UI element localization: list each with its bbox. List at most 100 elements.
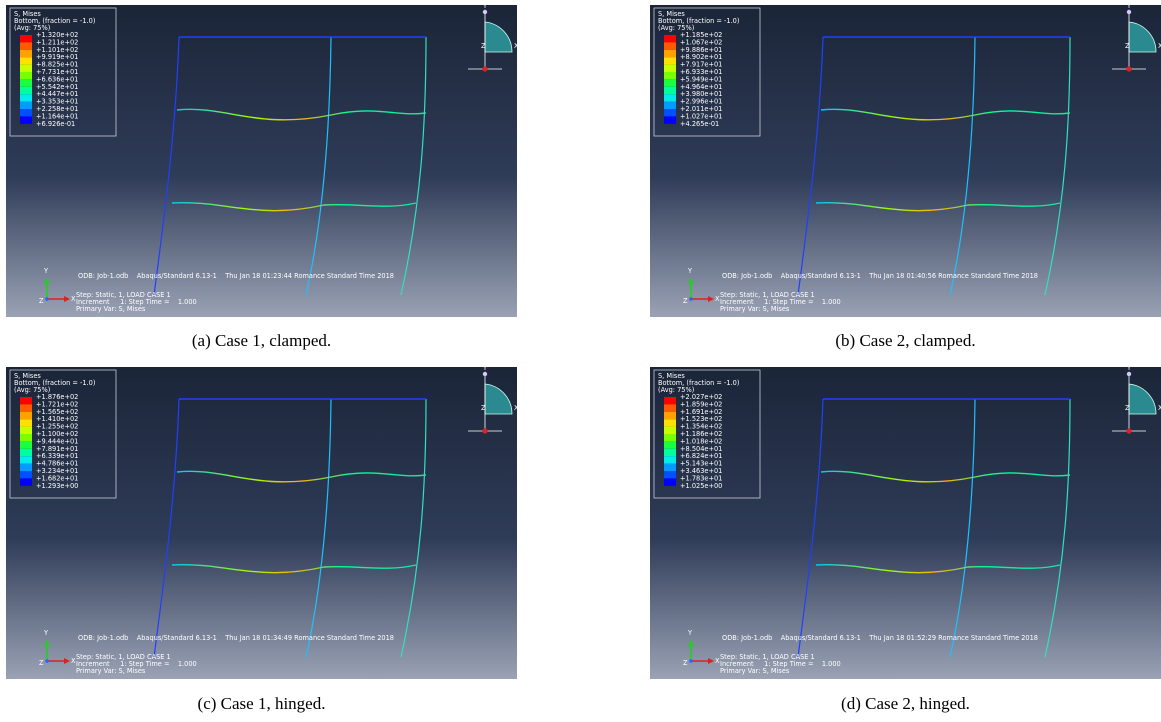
legend-swatch [664,404,676,412]
abaqus-viewport: S, Mises Bottom, (fraction = -1.0) (Avg: 7… [650,5,1161,317]
step-info: Step: Static, 1, LOAD CASE 1 [720,653,815,661]
legend-swatch [664,79,676,87]
legend-swatch [664,72,676,80]
legend-swatch [20,426,32,434]
floor-beam [171,201,417,212]
legend-swatch [20,35,32,43]
view-cube [1128,383,1157,415]
legend-section: Bottom, (fraction = -1.0) [14,17,95,25]
background [650,367,1161,679]
legend-value: +7.731e+01 [36,68,78,76]
legend-swatch [20,471,32,479]
triad-x-head [64,296,70,302]
triad-y-head [44,640,50,646]
legend-value: +9.919e+01 [36,53,78,61]
legend-title: S, Mises [658,10,685,18]
view-cube [484,383,513,415]
legend-section: Bottom, (fraction = -1.0) [658,379,739,387]
triad-y-head [688,278,694,284]
legend-value: +1.410e+02 [36,415,78,423]
legend-swatch [664,471,676,479]
axis-label: Y [482,5,488,10]
legend-swatch [664,94,676,102]
legend-swatch [20,419,32,427]
background [6,367,517,679]
subfigure-caption: (b) Case 2, clamped. [835,331,976,350]
legend-box [9,7,117,137]
legend-value: +2.258e+01 [36,105,78,113]
column [797,398,824,658]
floor-beam [815,563,1061,574]
floor-beam [171,563,417,574]
axis-label: Y [1126,367,1132,372]
legend-value: +9.886e+01 [680,46,722,54]
legend-value: +5.143e+01 [680,460,722,468]
legend-avg: (Avg: 75%) [14,24,50,32]
increment-info: Increment 1: Step Time = 1.000 [720,298,841,306]
view-origin [482,428,488,434]
column [1044,36,1071,296]
legend-value: +9.444e+01 [36,437,78,445]
legend-value: +1.721e+02 [36,400,78,408]
axis-label: X [715,657,720,665]
legend-value: +3.463e+01 [680,467,722,475]
legend-value: +1.067e+02 [680,38,722,46]
axis-label: Z [481,404,486,412]
odb-info: ODB: Job-1.odb Abaqus/Standard 6.13-1 Th… [722,634,1038,642]
axis-label: Y [43,267,49,275]
legend-swatch [664,42,676,50]
primary-var: Primary Var: S, Mises [76,667,146,675]
legend-swatch [20,463,32,471]
triad-origin [689,297,693,301]
legend-value: +7.917e+01 [680,61,722,69]
legend-value: +4.265e-01 [680,120,719,128]
legend-swatch [664,101,676,109]
legend-swatch [20,441,32,449]
floor-beam [820,470,1071,483]
legend-value: +1.255e+02 [36,423,78,431]
column [153,36,180,296]
increment-info: Increment 1: Step Time = 1.000 [76,298,197,306]
legend-value: +8.504e+01 [680,445,722,453]
legend-value: +1.691e+02 [680,408,722,416]
legend-value: +6.339e+01 [36,452,78,460]
legend-value: +5.542e+01 [36,83,78,91]
legend-swatch [664,109,676,117]
legend-value: +1.876e+02 [36,393,78,401]
legend-swatch [20,94,32,102]
axis-label: Z [1125,404,1130,412]
view-top [1126,9,1132,15]
view-top [482,9,488,15]
floor-beam [820,108,1071,121]
axis-label: Z [1125,42,1130,50]
legend-value: +1.859e+02 [680,400,722,408]
triad-origin [45,297,49,301]
triad-y-head [688,640,694,646]
legend-avg: (Avg: 75%) [658,24,694,32]
legend-value: +1.354e+02 [680,423,722,431]
axis-label: Z [39,659,44,667]
axis-label: X [715,295,720,303]
legend-swatch [20,101,32,109]
legend-swatch [664,49,676,58]
legend-swatch [20,456,32,464]
primary-var: Primary Var: S, Mises [720,667,790,675]
legend-swatch [20,86,32,95]
legend-value: +1.523e+02 [680,415,722,423]
legend-value: +1.682e+01 [36,474,78,482]
subfigure-caption: (a) Case 1, clamped. [191,331,332,350]
increment-info: Increment 1: Step Time = 1.000 [76,660,197,668]
triad-x-head [708,658,714,664]
floor-beam [176,470,427,483]
legend-swatch [20,64,32,72]
axis-label: Z [481,42,486,50]
axis-label: Z [683,659,688,667]
axis-label: X [1158,404,1161,412]
legend-swatch [20,411,32,420]
legend-value: +6.824e+01 [680,452,722,460]
background [6,5,517,317]
legend-title: S, Mises [14,372,41,380]
axis-label: Y [687,629,693,637]
